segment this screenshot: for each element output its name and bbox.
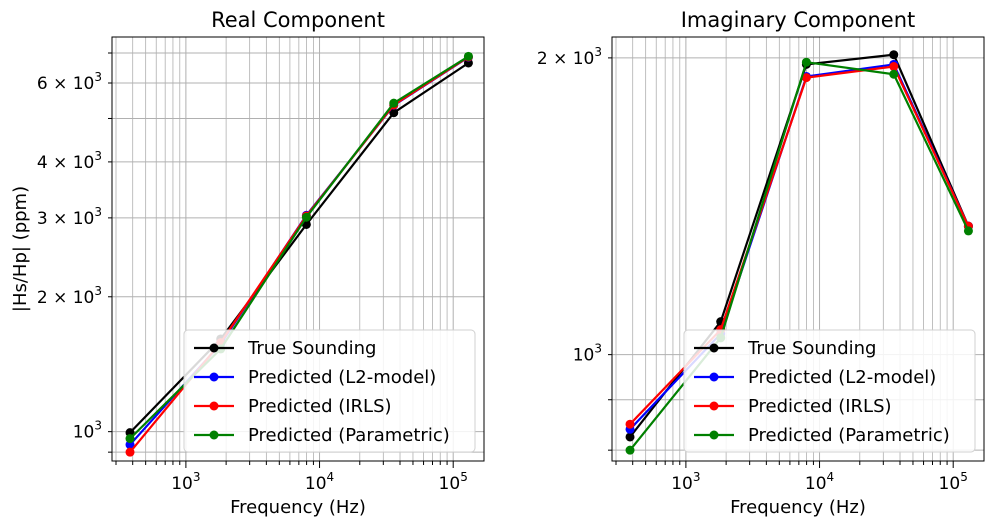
data-point-predicted-irls [889,62,899,72]
x-axis-label: Frequency (Hz) [230,497,366,518]
data-point-predicted-irls [125,447,135,457]
legend-marker [709,430,719,440]
legend-label: Predicted (L2-model) [248,367,436,388]
data-point-predicted-parametric [463,51,473,61]
legend-marker [209,372,219,382]
legend-marker [209,343,219,353]
data-point-predicted-parametric [301,212,311,222]
y-tick-label: 103 [73,419,102,443]
x-axis-label: Frequency (Hz) [730,497,866,518]
x-tick-label: 105 [939,470,968,494]
data-point-predicted-parametric [801,57,811,67]
y-tick-label: 3 × 103 [37,205,102,229]
legend-label: Predicted (IRLS) [748,396,892,417]
legend-label: Predicted (L2-model) [748,367,936,388]
real-component-panel: Real Component Frequency (Hz) |Hs/Hp| (p… [10,8,485,518]
ticks: 103 104 105 103 2 × 103 3 × 103 4 × 103 6 × 103 [37,52,468,494]
legend-marker [709,343,719,353]
y-tick-label: 103 [573,342,602,366]
legend-label: True Sounding [747,338,876,359]
x-tick-label: 104 [305,470,334,494]
ticks: 103 104 105 103 2 × 103 [537,45,968,494]
x-tick-label: 105 [439,470,468,494]
y-tick-label: 4 × 103 [37,149,102,173]
axes-frame [111,36,485,462]
legend-marker [209,430,219,440]
data-point-true-sounding [889,50,899,60]
legend-marker [709,372,719,382]
legend-label: True Sounding [247,338,376,359]
y-tick-label: 2 × 103 [537,45,602,69]
data-point-predicted-parametric [889,69,899,79]
legend-box [683,329,976,453]
chart-title: Imaginary Component [681,8,916,32]
data-point-predicted-irls [625,419,635,429]
data-point-true-sounding [389,108,399,118]
legend: True Sounding Predicted (L2-model) Predict… [183,329,476,453]
data-point-true-sounding [625,432,635,442]
x-tick-label: 103 [171,470,200,494]
legend-marker [209,401,219,411]
legend-label: Predicted (IRLS) [248,396,392,417]
data-point-predicted-parametric [125,434,135,444]
axes-frame [611,36,985,462]
x-tick-label: 103 [671,470,700,494]
legend-box [183,329,476,453]
legend: True Sounding Predicted (L2-model) Predict… [683,329,976,453]
data-point-predicted-parametric [389,98,399,108]
legend-marker [709,401,719,411]
imaginary-component-panel: Imaginary Component Frequency (Hz) 103 10… [537,8,985,518]
legend-label: Predicted (Parametric) [248,425,450,446]
y-axis-label: |Hs/Hp| (ppm) [10,186,31,312]
chart-title: Real Component [211,8,385,32]
y-tick-label: 2 × 103 [37,284,102,308]
data-point-predicted-irls [801,73,811,83]
y-tick-label: 6 × 103 [37,70,102,94]
data-point-predicted-parametric [963,226,973,236]
data-point-predicted-parametric [625,445,635,455]
x-tick-label: 104 [805,470,834,494]
legend-label: Predicted (Parametric) [748,425,950,446]
